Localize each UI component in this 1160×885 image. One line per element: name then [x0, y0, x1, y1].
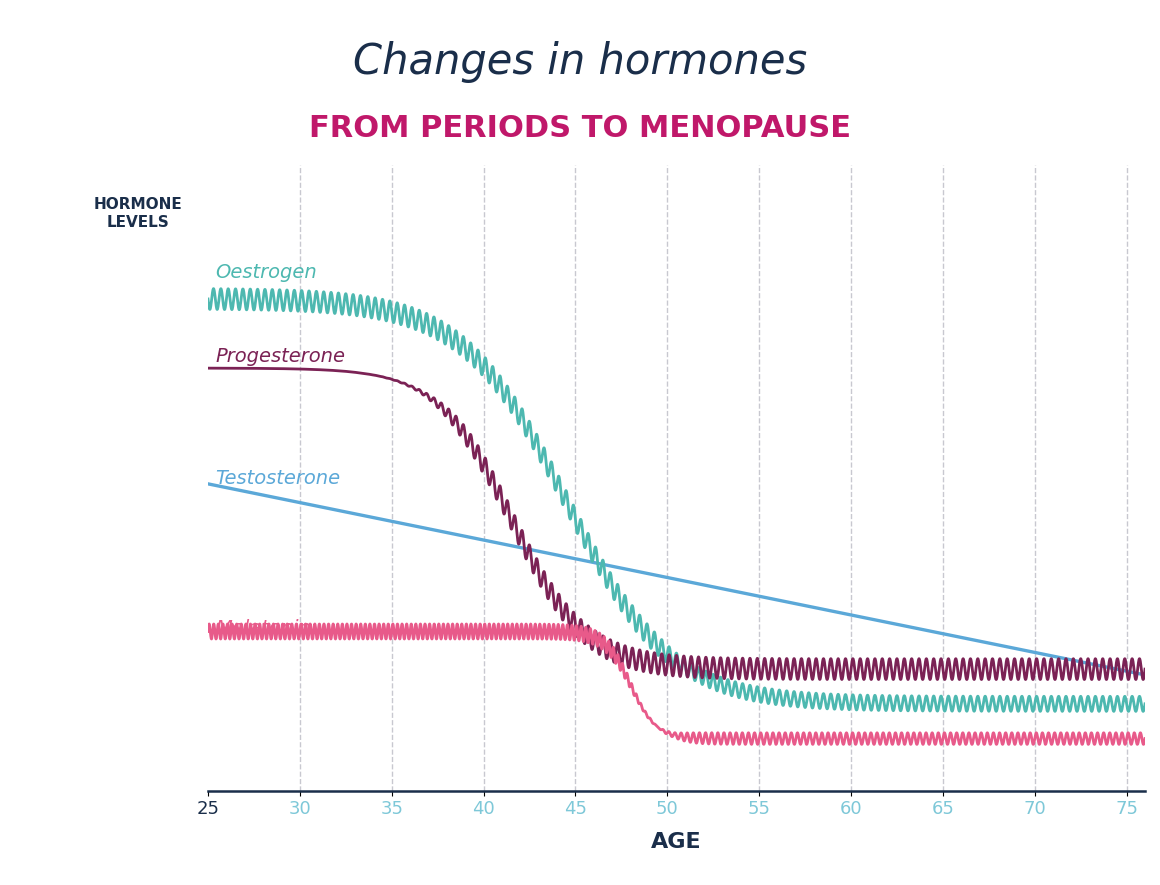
X-axis label: AGE: AGE — [651, 832, 702, 852]
Text: Testosterone: Testosterone — [216, 468, 341, 488]
Text: FROM PERIODS TO MENOPAUSE: FROM PERIODS TO MENOPAUSE — [309, 114, 851, 142]
Text: Oestrogen: Oestrogen — [216, 263, 317, 282]
Text: Progesterone: Progesterone — [216, 347, 346, 366]
Text: Melatonin: Melatonin — [216, 620, 311, 638]
Text: HORMONE
LEVELS: HORMONE LEVELS — [93, 196, 182, 230]
Text: Changes in hormones: Changes in hormones — [353, 41, 807, 83]
